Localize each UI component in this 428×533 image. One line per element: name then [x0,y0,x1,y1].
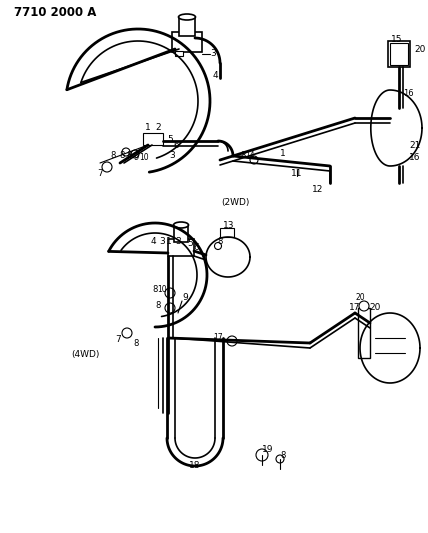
Text: 8: 8 [126,151,132,160]
Text: 3: 3 [159,238,165,246]
Text: 7: 7 [97,168,103,177]
Bar [390,43,408,65]
Text: 21: 21 [409,141,421,149]
Text: 19: 19 [262,446,274,455]
Text: 12: 12 [312,185,324,195]
Bar [220,228,234,237]
Bar [388,41,410,67]
Text: 5: 5 [187,239,193,248]
Text: 17: 17 [349,303,361,312]
Text: 1: 1 [280,149,286,158]
Text: 9: 9 [182,294,188,303]
Text: 3: 3 [169,150,175,159]
Circle shape [256,449,268,461]
Text: 20: 20 [355,293,365,302]
Circle shape [165,303,175,313]
Circle shape [165,288,175,298]
Circle shape [102,162,112,172]
Ellipse shape [178,14,196,20]
Text: 10: 10 [139,154,149,163]
Text: 17: 17 [213,334,223,343]
Text: 8: 8 [155,301,160,310]
Text: 1: 1 [145,124,151,133]
Text: 16: 16 [409,154,421,163]
Text: 11: 11 [291,168,303,177]
Bar [172,32,202,52]
Text: 8: 8 [240,151,246,160]
Bar [174,226,188,242]
Circle shape [227,336,237,346]
Text: 8: 8 [133,338,139,348]
Text: 7710 2000 A: 7710 2000 A [14,5,96,19]
Text: 6: 6 [193,244,199,253]
Text: 8: 8 [110,151,116,160]
Text: 15: 15 [391,36,403,44]
Circle shape [276,455,284,463]
Text: 6: 6 [173,141,179,149]
Text: (4WD): (4WD) [71,351,99,359]
Text: 3: 3 [210,50,216,59]
Text: 13: 13 [223,221,235,230]
Text: 20: 20 [369,303,380,312]
Text: 3: 3 [175,238,181,246]
Text: 8: 8 [119,151,125,160]
Text: 2: 2 [155,124,161,133]
Bar [143,133,163,145]
Text: 10: 10 [157,286,167,295]
Text: 4: 4 [150,238,156,246]
Circle shape [214,243,222,249]
Circle shape [131,150,139,158]
Bar [168,239,194,256]
Text: 4: 4 [212,70,218,79]
Circle shape [122,328,132,338]
Text: 1: 1 [166,238,172,246]
Text: 5: 5 [167,135,173,144]
Ellipse shape [173,222,188,228]
Text: 16: 16 [403,88,413,98]
Circle shape [122,148,130,156]
Text: 18: 18 [189,462,201,471]
Text: 9: 9 [134,154,139,163]
Bar [358,308,370,358]
Text: 7: 7 [115,335,121,343]
Text: 8: 8 [280,450,285,459]
Bar [175,51,183,56]
Text: 20: 20 [414,44,426,53]
Text: 8: 8 [152,286,158,295]
Circle shape [359,301,369,311]
Text: 14: 14 [245,151,255,160]
Text: (2WD): (2WD) [221,198,249,207]
Bar [179,18,195,36]
Text: 8: 8 [217,238,223,246]
Circle shape [250,156,258,164]
